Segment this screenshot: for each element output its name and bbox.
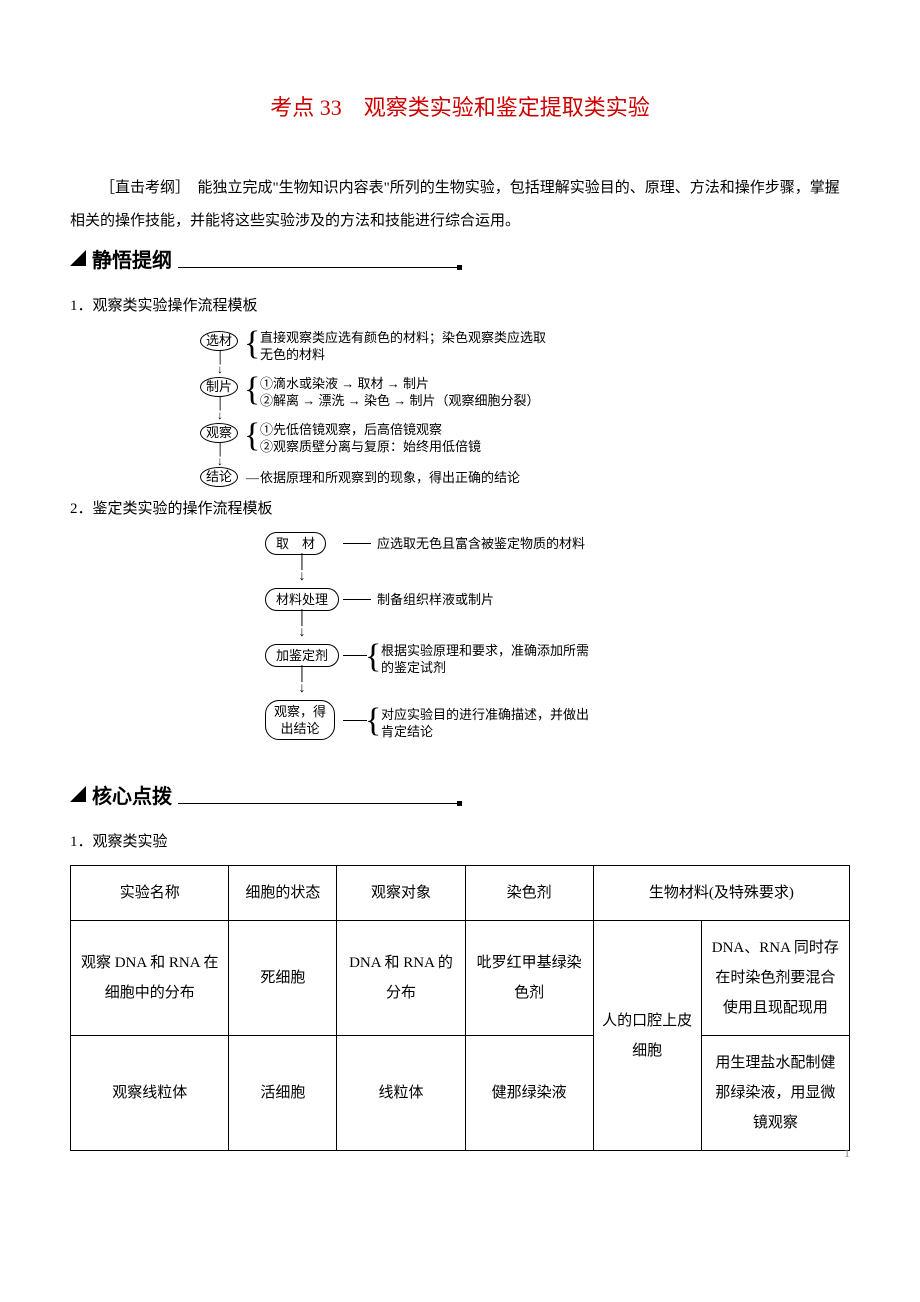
cell-exp-name: 观察线粒体 <box>71 1036 229 1151</box>
brace-icon: { <box>365 640 381 674</box>
flow1-text-2b: ②解离 → 漂洗 → 染色 → 制片（观察细胞分裂） <box>260 392 540 409</box>
node-select-material: 选材 <box>200 331 238 351</box>
flow1-text-4: 依据原理和所观察到的现象，得出正确的结论 <box>260 469 520 486</box>
th-state: 细胞的状态 <box>229 866 337 921</box>
node-observe: 观察 <box>200 423 238 443</box>
cell-state: 死细胞 <box>229 921 337 1036</box>
down-arrow-icon: │↓ <box>211 397 229 421</box>
flow2-text-3b: 的鉴定试剂 <box>381 659 446 676</box>
brace-icon: { <box>365 704 381 738</box>
table-row: 观察 DNA 和 RNA 在细胞中的分布 死细胞 DNA 和 RNA 的分布 吡… <box>71 921 850 1036</box>
brace-icon: { <box>244 419 260 453</box>
cell-stain: 健那绿染液 <box>465 1036 593 1151</box>
section-1-header: 静悟提纲 <box>70 244 850 272</box>
item-1-label: 1．观察类实验操作流程模板 <box>70 290 850 323</box>
section-1-title: 静悟提纲 <box>92 244 172 273</box>
flow2-text-4b: 肯定结论 <box>381 723 433 740</box>
table-header-row: 实验名称 细胞的状态 观察对象 染色剂 生物材料(及特殊要求) <box>71 866 850 921</box>
line-icon <box>343 543 371 544</box>
down-arrow-icon: │↓ <box>295 556 309 584</box>
dash-icon: — <box>246 469 259 486</box>
th-material: 生物材料(及特殊要求) <box>593 866 849 921</box>
th-name: 实验名称 <box>71 866 229 921</box>
item-2-label: 2．鉴定类实验的操作流程模板 <box>70 493 850 526</box>
table-row: 观察线粒体 活细胞 线粒体 健那绿染液 用生理盐水配制健那绿染液，用显微镜观察 <box>71 1036 850 1151</box>
page-number: 1 <box>844 1146 850 1161</box>
brace-icon: { <box>244 373 260 407</box>
flow1-text-2a: ①滴水或染液 → 取材 → 制片 <box>260 375 429 392</box>
line-icon <box>343 720 367 721</box>
node-conclusion: 结论 <box>200 467 238 487</box>
node-make-slide: 制片 <box>200 377 238 397</box>
down-arrow-icon: │↓ <box>211 351 229 375</box>
intro-paragraph: ［直击考纲］ 能独立完成"生物知识内容表"所列的生物实验，包括理解实验目的、原理… <box>70 172 850 238</box>
intro-text: 能独立完成"生物知识内容表"所列的生物实验，包括理解实验目的、原理、方法和操作步… <box>70 180 840 229</box>
section-2-title: 核心点拨 <box>92 780 172 809</box>
node-observe-conclude: 观察，得 出结论 <box>265 700 335 740</box>
triangle-icon <box>70 786 86 802</box>
flow2-n4b: 出结论 <box>281 721 320 736</box>
flow1-text-3a: ①先低倍镜观察，后高倍镜观察 <box>260 421 442 438</box>
item-3-label: 1．观察类实验 <box>70 826 850 859</box>
flow2-text-2: 制备组织样液或制片 <box>377 591 494 608</box>
observation-table: 实验名称 细胞的状态 观察对象 染色剂 生物材料(及特殊要求) 观察 DNA 和… <box>70 865 850 1151</box>
header-underline <box>178 803 458 804</box>
flow2-n4a: 观察，得 <box>274 704 326 719</box>
cell-exp-name: 观察 DNA 和 RNA 在细胞中的分布 <box>71 921 229 1036</box>
down-arrow-icon: │↓ <box>295 612 309 640</box>
flowchart-identify: 取 材 应选取无色且富含被鉴定物质的材料 │↓ 材料处理 制备组织样液或制片 │… <box>225 532 695 752</box>
flow1-text-1b: 无色的材料 <box>260 346 325 363</box>
cell-req: DNA、RNA 同时存在时染色剂要混合使用且现配现用 <box>701 921 849 1036</box>
cell-req: 用生理盐水配制健那绿染液，用显微镜观察 <box>701 1036 849 1151</box>
node-add-reagent: 加鉴定剂 <box>265 644 339 667</box>
page-title: 考点 33 观察类实验和鉴定提取类实验 <box>70 90 850 122</box>
header-underline <box>178 267 458 268</box>
line-icon <box>343 655 367 656</box>
cell-object: 线粒体 <box>337 1036 465 1151</box>
line-icon <box>343 599 371 600</box>
flow1-text-1a: 直接观察类应选有颜色的材料；染色观察类应选取 <box>260 329 546 346</box>
triangle-icon <box>70 250 86 266</box>
down-arrow-icon: │↓ <box>211 443 229 467</box>
th-stain: 染色剂 <box>465 866 593 921</box>
flow1-text-3b: ②观察质壁分离与复原：始终用低倍镜 <box>260 438 481 455</box>
flow2-text-4a: 对应实验目的进行准确描述，并做出 <box>381 706 589 723</box>
down-arrow-icon: │↓ <box>295 668 309 696</box>
brace-icon: { <box>244 327 260 361</box>
cell-stain: 吡罗红甲基绿染色剂 <box>465 921 593 1036</box>
th-object: 观察对象 <box>337 866 465 921</box>
node-process: 材料处理 <box>265 588 339 611</box>
flow2-text-3a: 根据实验原理和要求，准确添加所需 <box>381 642 589 659</box>
cell-state: 活细胞 <box>229 1036 337 1151</box>
flowchart-observe: 选材 { 直接观察类应选有颜色的材料；染色观察类应选取 无色的材料 │↓ 制片 … <box>200 329 720 487</box>
node-take-material: 取 材 <box>265 532 326 555</box>
flow2-text-1: 应选取无色且富含被鉴定物质的材料 <box>377 535 585 552</box>
intro-label: ［直击考纲］ <box>100 180 183 196</box>
section-2-header: 核心点拨 <box>70 780 850 808</box>
cell-object: DNA 和 RNA 的分布 <box>337 921 465 1036</box>
cell-material-shared: 人的口腔上皮细胞 <box>593 921 701 1151</box>
